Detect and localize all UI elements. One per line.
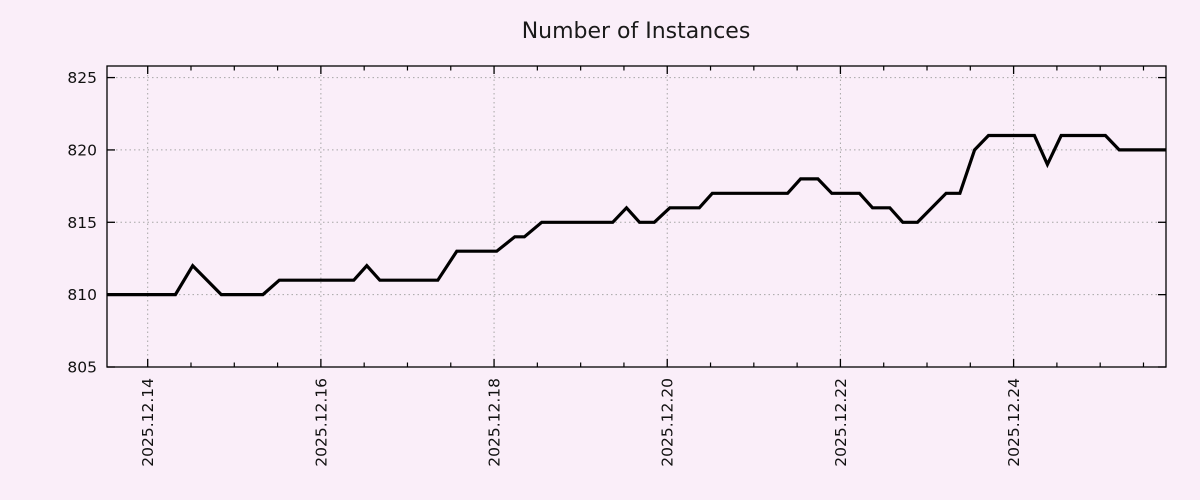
axis-labels: 805 810 815 820 825 2025.12.14 2025.12.16 2025.… <box>67 69 1023 467</box>
axes-and-ticks <box>106 65 1167 368</box>
x-tick-label: 2025.12.22 <box>832 378 850 467</box>
series-polyline <box>107 133 1166 297</box>
y-tick-label: 810 <box>67 286 97 304</box>
series-line <box>107 133 1166 297</box>
x-tick-label: 2025.12.20 <box>659 378 677 467</box>
x-tick-label: 2025.12.18 <box>486 378 504 467</box>
y-tick-label: 805 <box>67 359 97 377</box>
x-tick-label: 2025.12.16 <box>312 378 330 467</box>
y-tick-label: 815 <box>67 214 97 232</box>
y-tick-label: 820 <box>67 141 97 159</box>
x-tick-label: 2025.12.14 <box>139 378 157 467</box>
gridlines <box>107 66 1166 368</box>
y-tick-label: 825 <box>67 69 97 87</box>
plot-border <box>106 65 1167 368</box>
x-tick-label: 2025.12.24 <box>1005 378 1023 467</box>
chart-title: Number of Instances <box>522 19 751 44</box>
